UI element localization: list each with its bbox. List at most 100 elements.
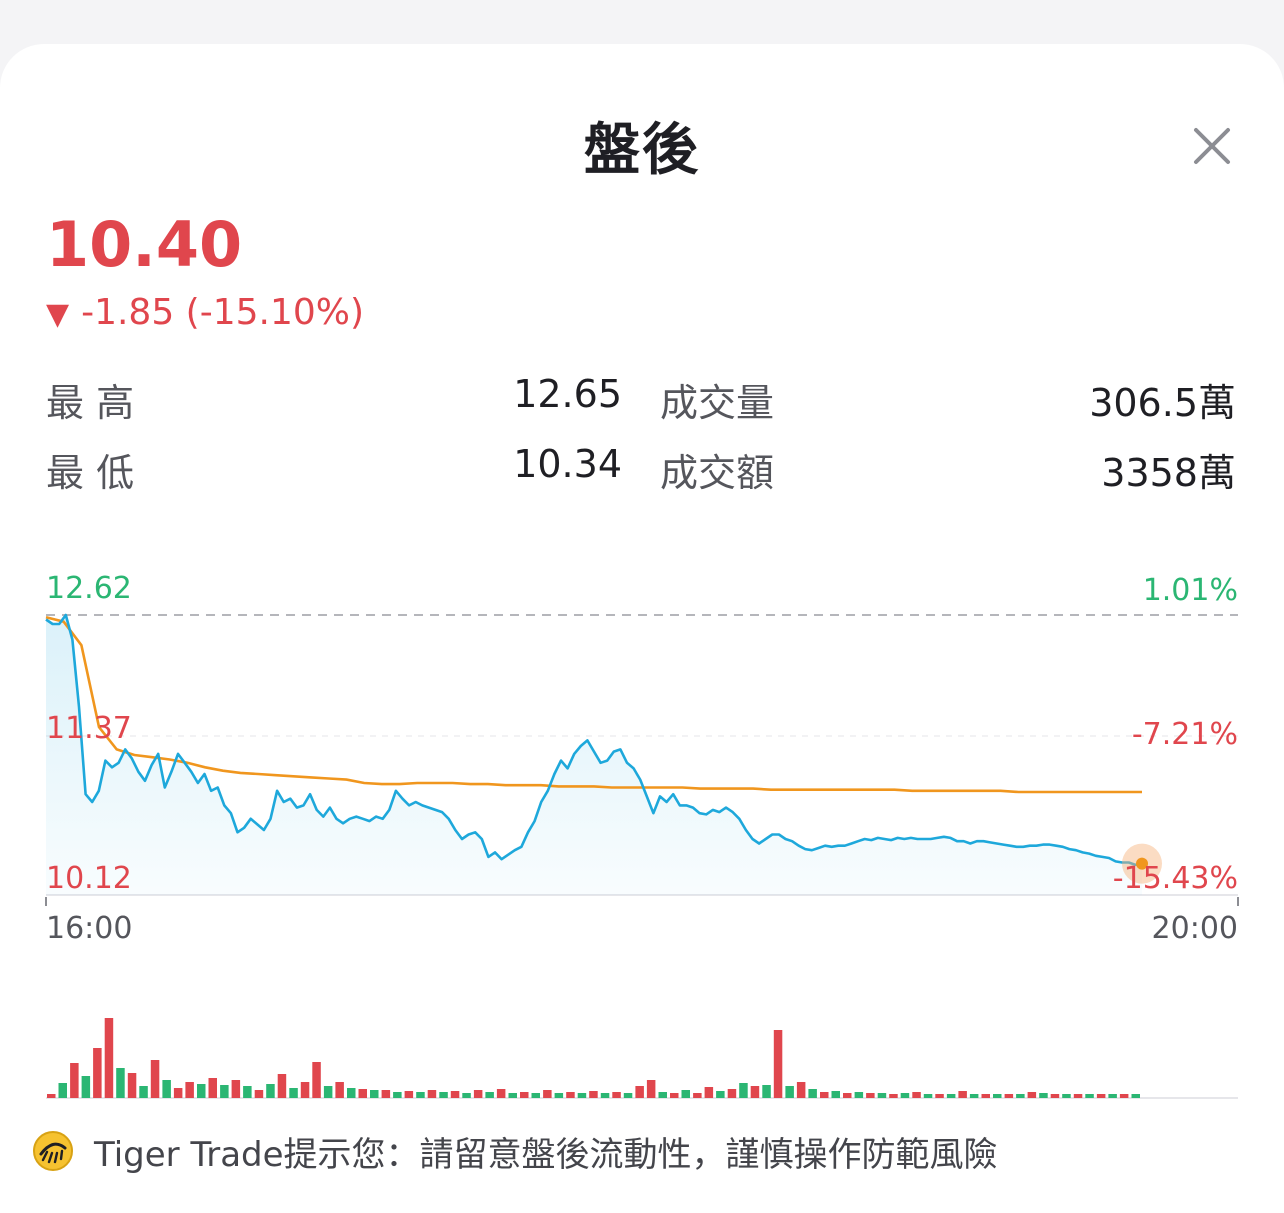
volume-bar	[704, 1087, 714, 1098]
volume-bar	[912, 1092, 921, 1098]
x-label-end: 20:00	[1152, 911, 1238, 946]
volume-bar	[889, 1094, 898, 1098]
last-price: 10.40	[46, 208, 243, 281]
volume-bar	[543, 1090, 552, 1098]
intraday-chart[interactable]: 12.62 11.37 10.12 1.01% -7.21% -15.43% 1…	[0, 560, 1284, 1110]
volume-bar	[1131, 1094, 1140, 1098]
volume-bar	[635, 1086, 644, 1098]
volume-bar	[762, 1085, 771, 1098]
price-area-fill	[46, 615, 1142, 895]
volume-bar	[347, 1088, 356, 1098]
volume-bar	[796, 1082, 806, 1098]
volume-bar	[1119, 1094, 1129, 1098]
volume-bar	[739, 1083, 748, 1098]
volume-bar	[900, 1093, 910, 1098]
volume-bar	[785, 1086, 794, 1098]
volume-bar	[116, 1068, 125, 1098]
volume-bar	[150, 1060, 160, 1098]
low-label: 最 低	[46, 451, 135, 495]
volume-bar	[854, 1092, 864, 1098]
volume-bar	[923, 1094, 933, 1098]
average-price-line	[45, 615, 1142, 794]
down-arrow-icon: ▼	[46, 297, 70, 332]
volume-bar	[1073, 1094, 1083, 1098]
after-hours-sheet	[0, 44, 1284, 1213]
volume-bar	[127, 1073, 137, 1098]
volume-bar	[266, 1084, 275, 1098]
y-label-top: 12.62	[46, 571, 132, 606]
volume-bar	[600, 1093, 610, 1098]
volume-bar	[162, 1080, 171, 1098]
high-value: 12.65	[513, 372, 622, 416]
volume-bar	[439, 1092, 448, 1098]
volume-bar	[554, 1093, 564, 1098]
volume-bar	[716, 1091, 725, 1098]
volume-bar	[623, 1093, 633, 1098]
volume-bar	[473, 1090, 483, 1098]
volume-bar	[750, 1086, 760, 1098]
volume-bar	[381, 1090, 391, 1098]
y-label-bottom: 10.12	[46, 861, 132, 896]
volume-bar	[404, 1091, 414, 1098]
volume-bar	[1039, 1093, 1048, 1098]
volume-bar	[312, 1062, 321, 1098]
volume-bar	[843, 1093, 852, 1098]
volume-bar	[773, 1030, 783, 1098]
volume-bar	[1062, 1094, 1071, 1098]
volume-bar	[231, 1080, 241, 1098]
x-label-start: 16:00	[46, 911, 132, 946]
risk-notice: Tiger Trade提示您：請留意盤後流動性，謹慎操作防範風險	[32, 1126, 998, 1176]
volume-bar	[969, 1094, 979, 1098]
volume-bar	[1004, 1094, 1014, 1098]
volume-bar	[808, 1089, 817, 1098]
volume-bar	[427, 1090, 437, 1098]
volume-label: 成交量	[660, 381, 775, 425]
volume-bar	[300, 1082, 310, 1098]
volume-bar	[658, 1092, 667, 1098]
volume-bar	[450, 1091, 460, 1098]
pct-label-middle: -7.21%	[1132, 717, 1238, 752]
volume-bar	[577, 1093, 587, 1098]
volume-bar	[981, 1094, 990, 1098]
page-title: 盤後	[584, 118, 700, 183]
pct-label-bottom: -15.43%	[1113, 861, 1238, 896]
volume-bar	[208, 1078, 217, 1098]
volume-bar	[335, 1082, 344, 1098]
volume-bar	[1096, 1094, 1106, 1098]
volume-bar	[646, 1080, 656, 1098]
volume-bar	[1108, 1094, 1117, 1098]
volume-bar	[681, 1090, 690, 1098]
pct-label-top: 1.01%	[1143, 573, 1238, 608]
volume-bar	[993, 1094, 1002, 1098]
volume-bar	[393, 1092, 402, 1098]
volume-bar	[935, 1094, 944, 1098]
tiger-coin-icon	[33, 1131, 73, 1171]
close-icon[interactable]	[1186, 120, 1238, 172]
volume-bar	[104, 1018, 114, 1098]
last-price-marker	[1136, 857, 1148, 870]
volume-bar	[958, 1091, 967, 1098]
low-value: 10.34	[513, 442, 622, 486]
volume-bar	[277, 1074, 287, 1098]
volume-bar	[289, 1088, 298, 1098]
turnover-label: 成交額	[660, 451, 775, 495]
volume-bar	[1027, 1092, 1037, 1098]
volume-bar	[1085, 1094, 1094, 1098]
volume-bar	[185, 1082, 194, 1098]
volume-bar	[727, 1089, 737, 1098]
volume-bar	[243, 1086, 252, 1098]
y-label-middle: 11.37	[46, 711, 132, 746]
volume-bar	[496, 1089, 506, 1098]
price-line	[45, 613, 1143, 867]
volume-bar	[820, 1092, 829, 1098]
change-value: -1.85 (-15.10%)	[81, 292, 365, 333]
volume-bar	[58, 1083, 67, 1098]
high-label: 最 高	[46, 381, 135, 425]
volume-bar	[612, 1092, 621, 1098]
risk-notice-text: Tiger Trade提示您：請留意盤後流動性，謹慎操作防範風險	[94, 1134, 998, 1175]
volume-bar	[254, 1090, 264, 1098]
volume-bar	[485, 1092, 494, 1098]
volume-bar	[197, 1084, 206, 1098]
volume-bar	[566, 1092, 575, 1098]
volume-bar	[416, 1092, 425, 1098]
